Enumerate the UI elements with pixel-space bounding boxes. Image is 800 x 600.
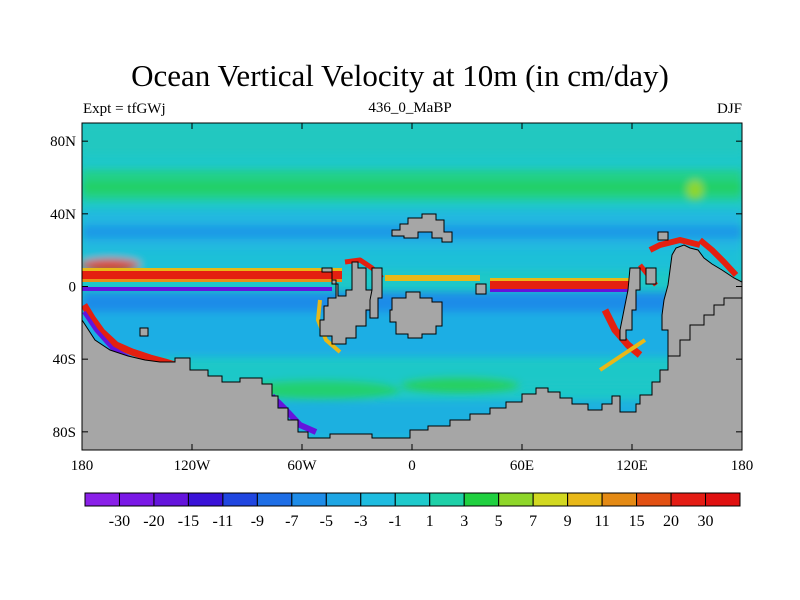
- season-label: DJF: [716, 101, 742, 117]
- x-tick-label: 180: [71, 458, 94, 474]
- coastal-rims: [82, 237, 739, 435]
- rim-northeast-upwelling-2: [698, 237, 739, 278]
- colorbar-label: 15: [629, 513, 645, 530]
- equatorial-strip-pacific-east: [82, 270, 342, 279]
- colorbar-label: 1: [426, 513, 434, 530]
- rim-southern-downwelling: [269, 393, 318, 435]
- colorbar-box: [153, 492, 189, 507]
- y-tick-label: 80N: [50, 134, 76, 150]
- y-tick-label: 40S: [53, 352, 76, 368]
- colorbar-box: [325, 492, 362, 507]
- time-period-label: 436_0_MaBP: [368, 100, 452, 116]
- land-east-small-island: [645, 267, 657, 285]
- equatorial-strip-atlantic: [385, 275, 480, 281]
- patch-west-equatorial: [82, 259, 140, 271]
- colorbar-box: [532, 492, 569, 507]
- colorbar-box: [222, 492, 258, 507]
- colorbar-box: [187, 492, 224, 507]
- land-central-west-block: [319, 261, 373, 345]
- y-tick-label: 80S: [53, 425, 76, 441]
- colorbar-box: [498, 492, 534, 507]
- plot-title: Ocean Vertical Velocity at 10m (in cm/da…: [131, 58, 669, 93]
- patch-southern-green-2: [400, 377, 520, 393]
- equatorial-strip-tethys-bottom: [490, 289, 635, 292]
- rim-northeast-upwelling: [648, 237, 701, 253]
- patch-north-pacific-green: [687, 180, 703, 200]
- rim-east-yellow: [598, 338, 647, 372]
- land-north-central-island: [391, 213, 453, 243]
- latitude-axis: 80N 40N 0 40S 80S: [50, 134, 742, 441]
- colorbar-label: 9: [564, 513, 572, 530]
- land-masses: [82, 213, 742, 450]
- colorbar-label: 20: [663, 513, 679, 530]
- x-tick-label: 60E: [510, 458, 534, 474]
- colorbar-box: [463, 492, 500, 507]
- band-north-tropical: [82, 250, 742, 270]
- colorbar-box: [360, 492, 396, 507]
- y-tick-label: 40N: [50, 207, 76, 223]
- equatorial-strip-edge-top: [82, 268, 342, 271]
- colorbar-box: [256, 492, 293, 507]
- equatorial-strip-tethys: [490, 280, 635, 289]
- x-tick-label: 60W: [287, 458, 317, 474]
- colorbar-box: [394, 492, 431, 507]
- colorbar-box: [670, 492, 707, 507]
- colorbar-label: 30: [698, 513, 714, 530]
- colorbar-label: 7: [529, 513, 537, 530]
- colorbar-box: [601, 492, 638, 507]
- colorbar-box: [636, 492, 672, 507]
- land-southwest-continent: [82, 297, 742, 450]
- x-tick-label: 0: [408, 458, 416, 474]
- colorbar-label: -20: [143, 513, 164, 530]
- equatorial-downwelling-1: [82, 287, 332, 291]
- rim-southwest-upwelling: [82, 303, 180, 370]
- colorbar-label: 3: [460, 513, 468, 530]
- band-arctic: [82, 125, 742, 153]
- land-small-equatorial-island: [475, 283, 487, 295]
- colorbar-label: 11: [594, 513, 609, 530]
- land-southwest-small-island: [139, 327, 149, 337]
- colorbar-box: [705, 492, 741, 507]
- experiment-label: Expt = tfGWj: [83, 101, 166, 117]
- equatorial-strip-edge-bottom: [82, 279, 342, 282]
- colorbar-label: 5: [495, 513, 503, 530]
- colorbar-label: -30: [109, 513, 130, 530]
- patch-southern-green: [240, 380, 400, 400]
- equatorial-strip-tethys-top: [490, 278, 635, 281]
- land-central-north-sliver: [369, 267, 383, 319]
- colorbar-label: -15: [178, 513, 199, 530]
- colorbar-box: [84, 492, 120, 507]
- land-northeast-peninsula: [661, 244, 742, 357]
- x-tick-label: 180: [731, 458, 754, 474]
- land-central-east-block: [389, 291, 443, 339]
- colorbar-label: -11: [213, 513, 234, 530]
- colorbar-label: -5: [320, 513, 333, 530]
- colorbar-box: [429, 492, 465, 507]
- x-tick-label: 120W: [174, 458, 212, 474]
- land-northeast-small-island: [657, 231, 669, 241]
- x-tick-label: 120E: [616, 458, 648, 474]
- map-plot-area: [82, 123, 742, 450]
- colorbar-box: [567, 492, 603, 507]
- colorbar-label: -9: [251, 513, 264, 530]
- longitude-axis: 180 120W 60W 0 60E 120E 180: [71, 123, 754, 474]
- colorbar-box: [291, 492, 327, 507]
- colorbar-label: -1: [389, 513, 402, 530]
- band-north-subpolar-core: [82, 182, 742, 192]
- land-east-island-chain: [619, 267, 641, 341]
- colorbar-label: -3: [354, 513, 367, 530]
- equatorial-upwelling: [82, 268, 635, 292]
- colorbar-label: -7: [285, 513, 298, 530]
- colorbar-box: [118, 492, 155, 507]
- y-tick-label: 0: [69, 280, 77, 296]
- colorbar: -30 -20 -15 -11 -9 -7 -5 -3 -1 1 3 5 7 9 11 15 20 30: [84, 492, 741, 530]
